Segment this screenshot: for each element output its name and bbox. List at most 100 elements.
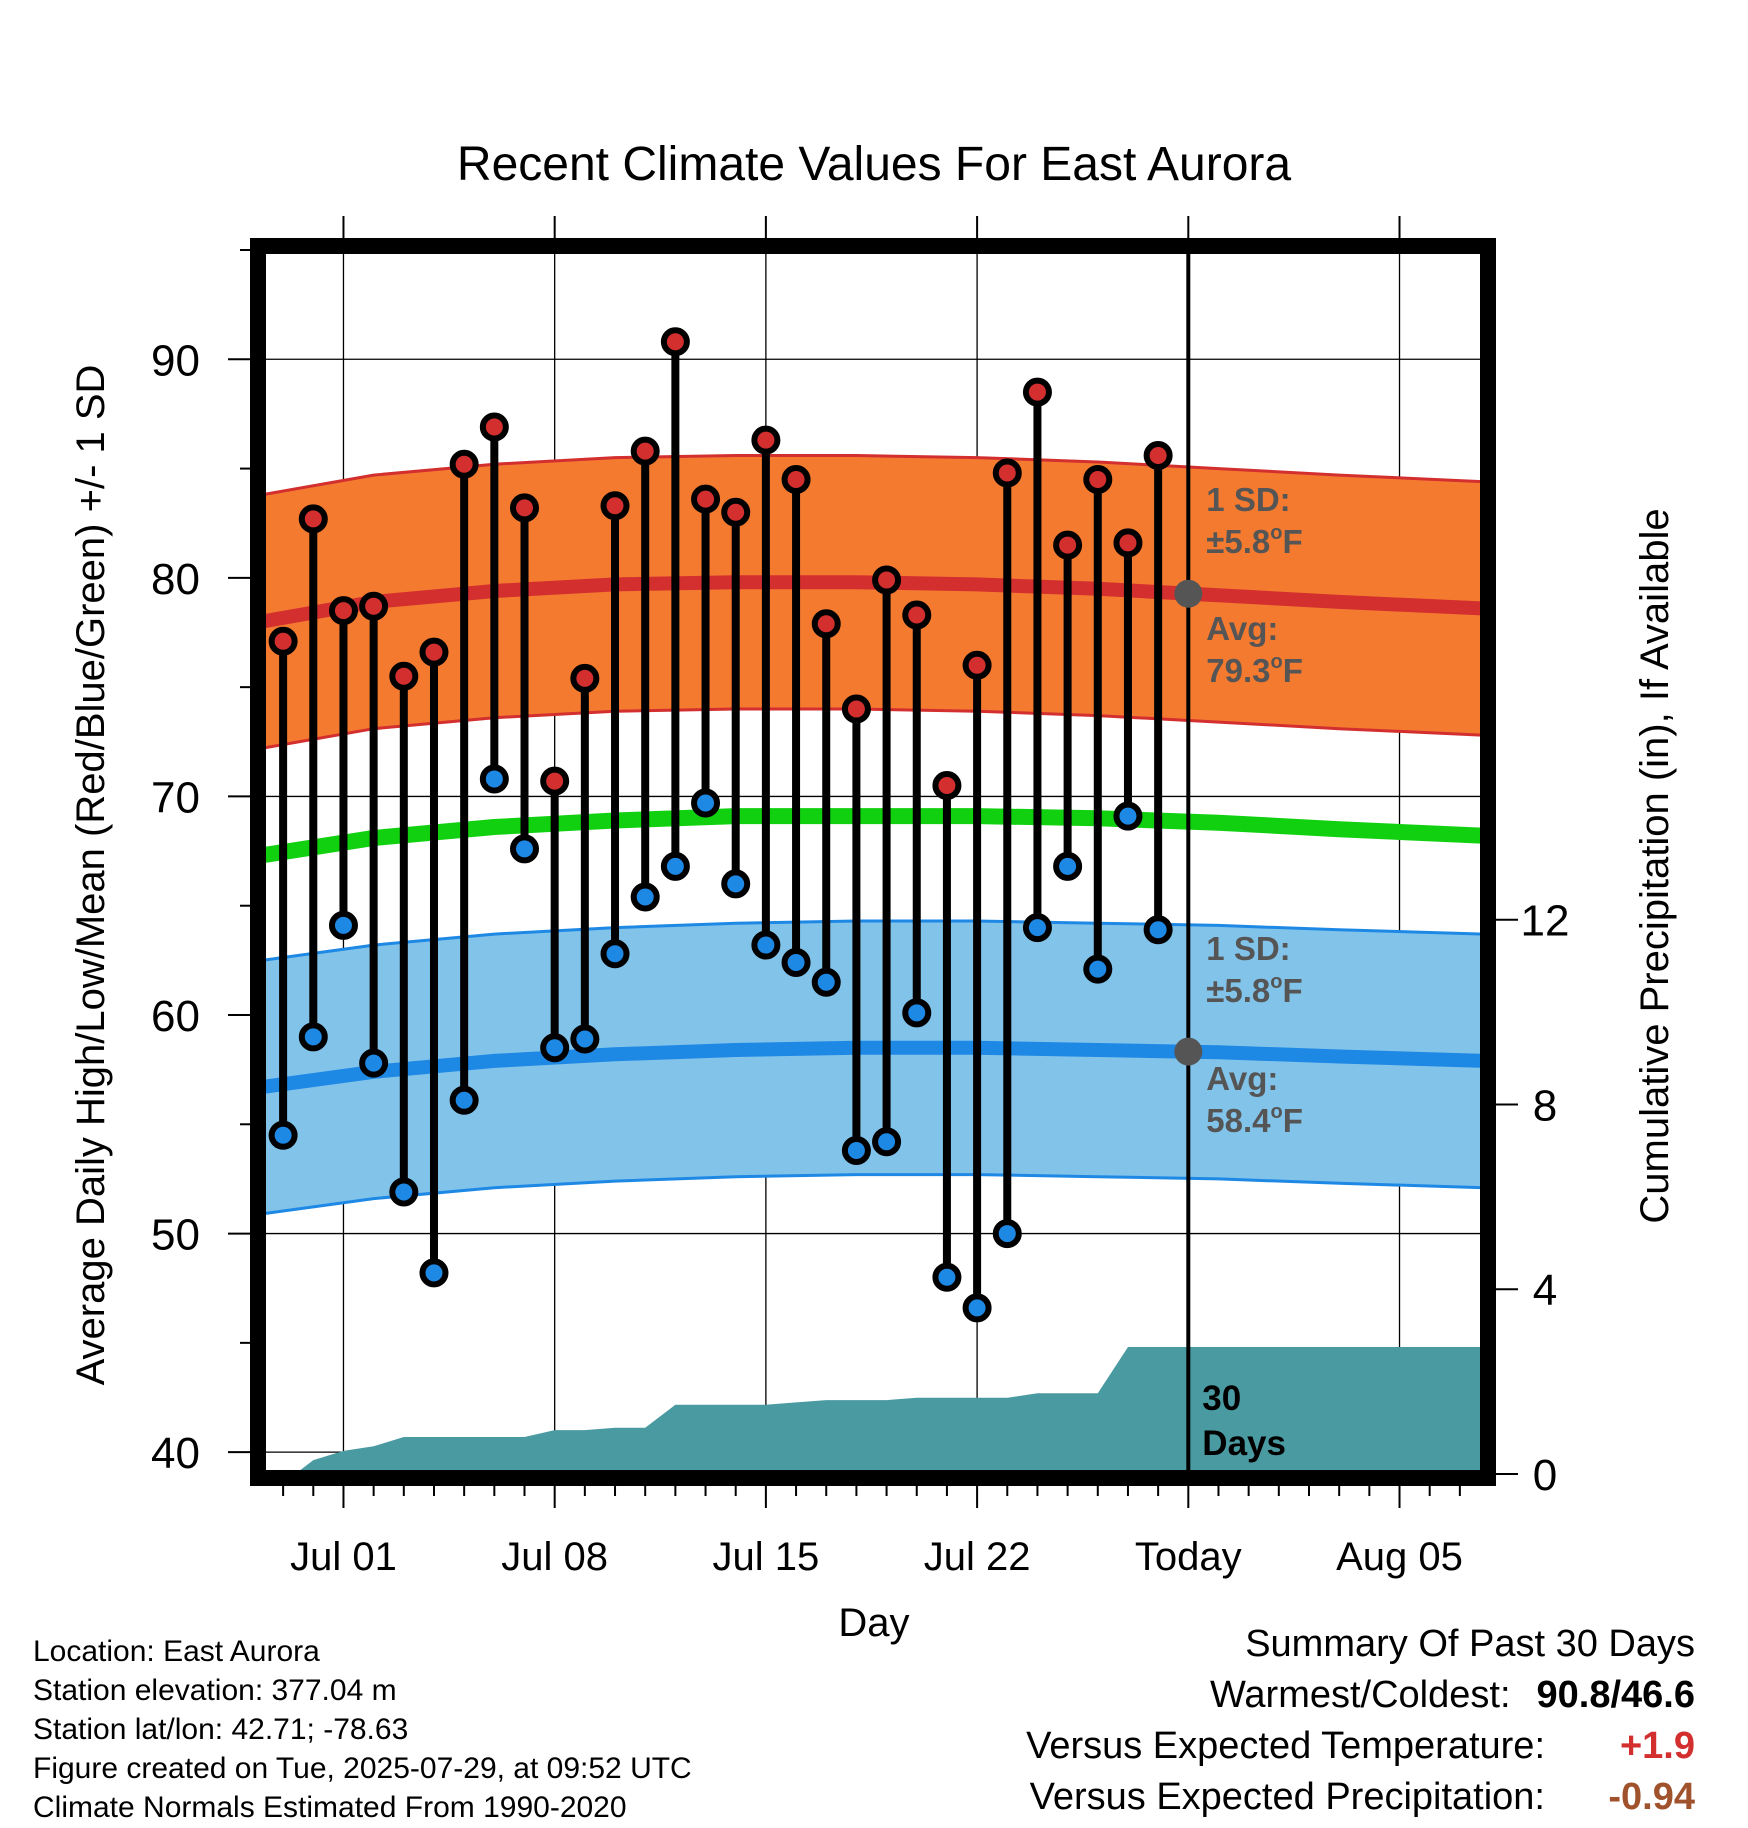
observed-high-point (1053, 530, 1083, 560)
observed-high-point (781, 465, 811, 494)
grid (262, 250, 1484, 1474)
x-tick-label-15: Jul 15 (713, 1535, 820, 1579)
observed-low-point (1053, 851, 1083, 881)
observed-high-point (841, 694, 871, 724)
observed-high-point (570, 663, 600, 693)
x-tick-label-29: Today (1135, 1535, 1242, 1579)
y-tick-label-90: 90 (151, 336, 200, 385)
x-tick-label-1: Jul 01 (290, 1535, 397, 1579)
observed-low-point (781, 948, 811, 978)
elevation-text: Station elevation: 377.04 m (33, 1674, 397, 1707)
precip-value: -0.94 (1608, 1776, 1695, 1818)
observed-high-point (691, 484, 721, 514)
observed-high-point (660, 327, 690, 357)
y-tick-label-40: 40 (151, 1429, 200, 1478)
warmest-value: 90.8/46.6 (1536, 1674, 1695, 1716)
observed-high-point (540, 766, 570, 796)
observed-low-point (479, 764, 509, 794)
x-axis-label: Day (838, 1601, 909, 1645)
observed-low-point (449, 1085, 479, 1115)
temp-label: Versus Expected Temperature: (1026, 1725, 1545, 1767)
observed-high-point (1083, 465, 1113, 494)
precip-area (262, 1347, 1484, 1474)
observed-high-point (298, 504, 328, 534)
high-avg-value: 79.3oF (1206, 651, 1303, 689)
observed-high-point (811, 609, 841, 639)
low-sd-lower-line (262, 1173, 1484, 1216)
observed-low-point (902, 998, 932, 1028)
observed-low-point (691, 788, 721, 818)
x-tick-label-22: Jul 22 (924, 1535, 1031, 1579)
high-sd-label: 1 SD: (1206, 481, 1290, 518)
y-tick-label-70: 70 (151, 773, 200, 822)
low-sd-band (262, 921, 1484, 1214)
summary-panel: Summary Of Past 30 Days Warmest/Coldest:… (1026, 1619, 1695, 1823)
warmest-row: Warmest/Coldest: 90.8/46.6 (1026, 1670, 1695, 1721)
marks: 1 SD: ±5.8oF Avg: 79.3oF 1 SD: ±5.8oF Avg: 58.4… (268, 250, 1303, 1474)
precip-row: Versus Expected Precipitation: -0.94 (1026, 1772, 1695, 1823)
high-sd-value: ±5.8oF (1206, 522, 1302, 560)
y-axis-label-left: Average Daily High/Low/Mean (Red/Blue/Gr… (69, 365, 113, 1386)
y2-tick-label-4: 4 (1533, 1266, 1557, 1315)
temp-row: Versus Expected Temperature: +1.9 (1026, 1721, 1695, 1772)
today-high-avg-point (1174, 579, 1203, 608)
observed-high-point (1022, 377, 1052, 407)
low-avg-value: 58.4oF (1206, 1101, 1303, 1139)
observed-low-point (570, 1024, 600, 1054)
observed-high-point (902, 600, 932, 630)
observed-low-point (721, 869, 751, 899)
observed-high-point (449, 449, 479, 479)
y-tick-label-50: 50 (151, 1211, 200, 1260)
days-label-text: Days (1202, 1424, 1286, 1463)
observed-low-point (751, 930, 781, 960)
plot-frame (250, 238, 1496, 1486)
observed-low-point (268, 1120, 298, 1150)
high-avg-line (262, 575, 1484, 629)
observed-low-point (932, 1262, 962, 1292)
observed-high-point (268, 626, 298, 656)
observed-low-point (600, 939, 630, 969)
x-tick-label-36: Aug 05 (1336, 1535, 1463, 1579)
days-label-number: 30 (1202, 1379, 1241, 1418)
observed-low-point (1083, 954, 1113, 984)
observed-high-point (419, 637, 449, 667)
station-info: Location: East Aurora Station elevation:… (33, 1632, 692, 1827)
y-tick-label-60: 60 (151, 992, 200, 1041)
normals-text: Climate Normals Estimated From 1990-2020 (33, 1791, 627, 1824)
observed-high-point (872, 565, 902, 595)
observed-high-point (389, 661, 419, 691)
observed-low-point (841, 1136, 871, 1166)
observed-low-point (872, 1127, 902, 1157)
observed-low-point (510, 834, 540, 864)
observed-high-point (721, 497, 751, 527)
mean-avg-line (262, 808, 1484, 864)
observed-high-point (932, 771, 962, 800)
low-sd-value: ±5.8oF (1206, 971, 1302, 1009)
observed-low-point (540, 1033, 570, 1063)
x-tick-label-8: Jul 08 (501, 1535, 608, 1579)
precip-label: Versus Expected Precipitation: (1029, 1776, 1545, 1818)
observed-low-point (962, 1293, 992, 1323)
y-axis-label-right: Cumulative Precipitation (in), If Availa… (1633, 508, 1677, 1223)
y2-tick-label-12: 12 (1521, 897, 1570, 946)
observed-low-point (630, 882, 660, 912)
observed-low-point (811, 967, 841, 997)
observed-low-point (1113, 801, 1143, 831)
observed-low-point (419, 1258, 449, 1288)
observed-high-point (1143, 440, 1173, 470)
location-text: Location: East Aurora (33, 1635, 320, 1668)
warmest-label: Warmest/Coldest: (1209, 1674, 1511, 1716)
observed-high-point (510, 493, 540, 523)
axes: 40 50 60 70 80 90 0 4 8 12 Jul 01 Jul 08 Jul 15 Jul 2… (151, 216, 1569, 1579)
observed-high-point (992, 458, 1022, 488)
observed-high-point (751, 425, 781, 455)
low-sd-label: 1 SD: (1206, 930, 1290, 967)
observed-high-point (630, 436, 660, 466)
summary-title: Summary Of Past 30 Days (1245, 1623, 1695, 1665)
observed-low-point (992, 1219, 1022, 1249)
latlon-text: Station lat/lon: 42.71; -78.63 (33, 1713, 409, 1746)
chart-title: Recent Climate Values For East Aurora (457, 138, 1291, 191)
y2-tick-label-0: 0 (1533, 1451, 1557, 1500)
observed-low-point (389, 1177, 419, 1207)
